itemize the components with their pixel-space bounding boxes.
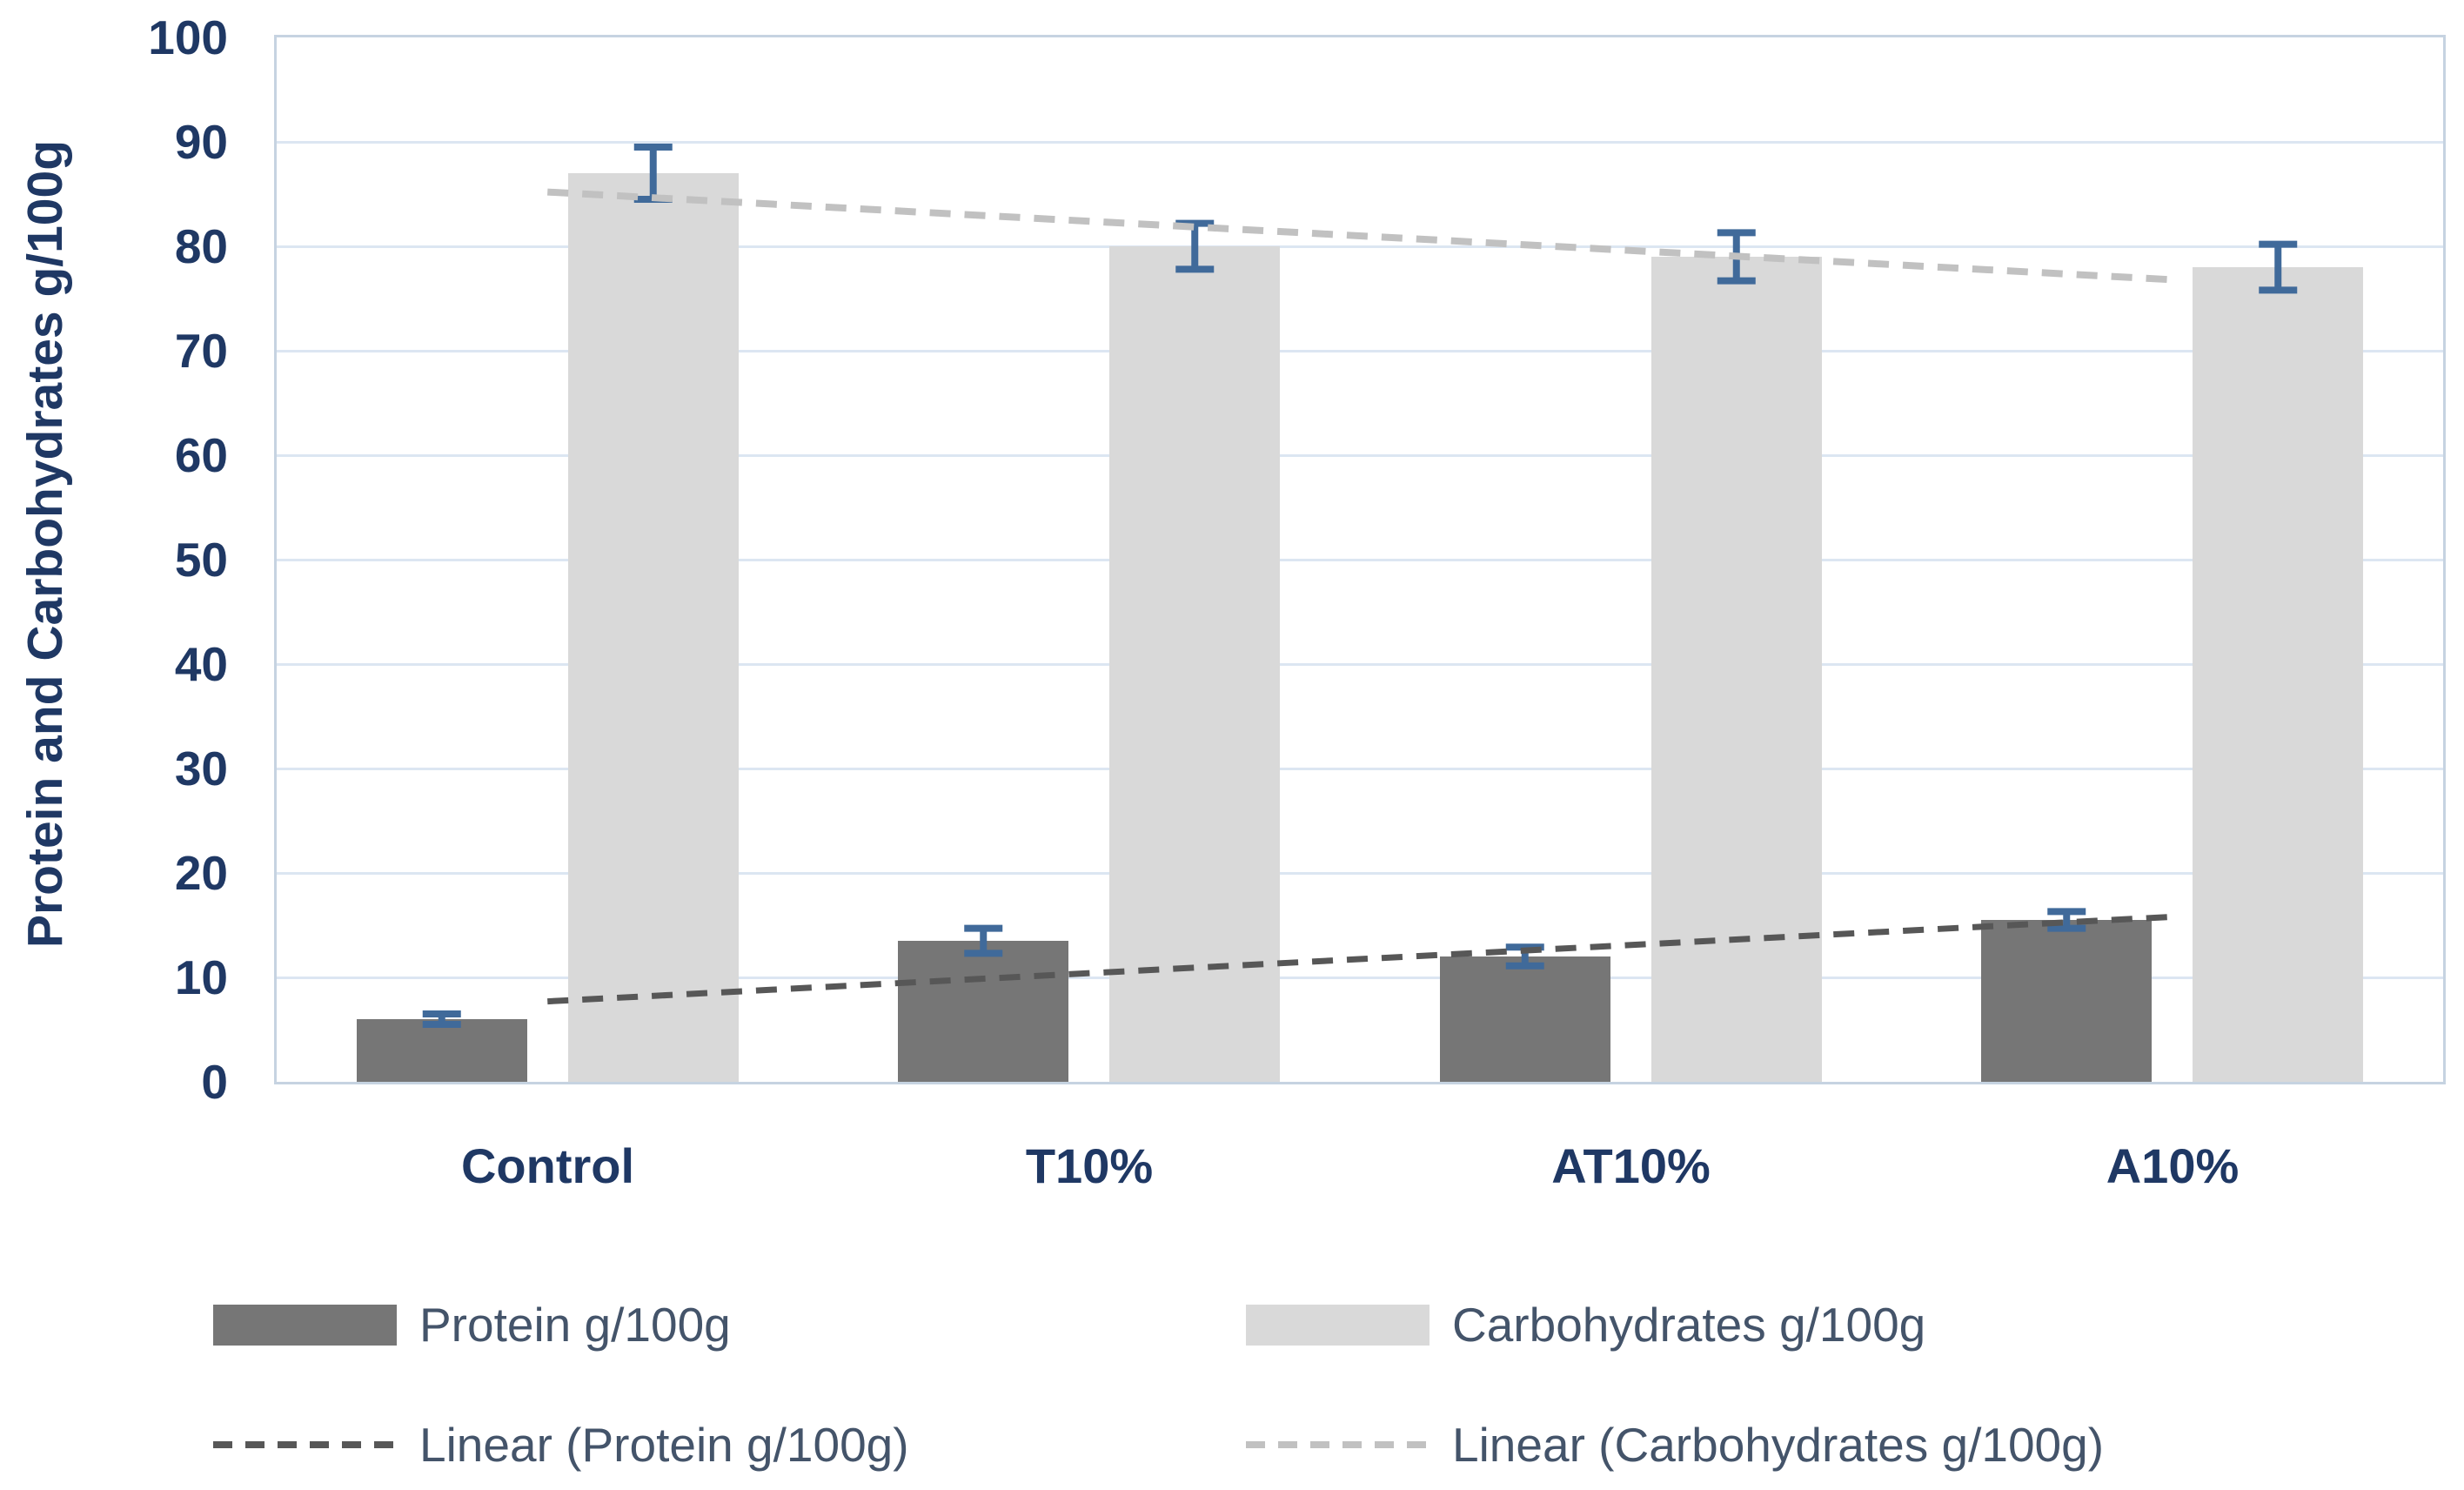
gridline-30: [277, 767, 2443, 770]
bar-carbohydrates-t10: [1109, 246, 1281, 1082]
bar-protein-control: [356, 1019, 527, 1082]
bar-protein-t10: [898, 941, 1069, 1082]
protein-swatch: [213, 1304, 397, 1346]
overlay-svg: [422, 144, 2298, 1028]
linear-protein-swatch: [213, 1441, 397, 1448]
x-label-control: Control: [460, 1138, 635, 1193]
y-tick-80: 80: [174, 219, 228, 273]
bar-carbohydrates-control: [567, 173, 739, 1082]
carbohydrates-swatch: [1246, 1304, 1430, 1346]
bar-carbohydrates-a10: [2193, 267, 2364, 1082]
y-axis-tick-labels: 0 10 20 30 40 50 60 70 80 90 100: [0, 0, 228, 1490]
gridline-20: [277, 871, 2443, 875]
y-tick-0: 0: [201, 1055, 228, 1109]
y-tick-20: 20: [174, 846, 228, 900]
y-tick-40: 40: [174, 637, 228, 691]
y-tick-90: 90: [174, 115, 228, 169]
gridline-10: [277, 976, 2443, 979]
bar-protein-a10: [1981, 920, 2153, 1082]
gridline-70: [277, 349, 2443, 352]
gridline-80: [277, 245, 2443, 248]
gridline-40: [277, 662, 2443, 666]
gridline-50: [277, 558, 2443, 561]
x-label-t10: T10%: [1025, 1138, 1154, 1193]
gridline-90: [277, 140, 2443, 144]
bar-protein-at10: [1439, 956, 1610, 1082]
y-tick-100: 100: [148, 10, 228, 64]
trendline-carbohydrates: [547, 188, 2173, 284]
gridline-60: [277, 453, 2443, 457]
y-tick-30: 30: [174, 742, 228, 795]
legend-label-carbohydrates: Carbohydrates g/100g: [1452, 1298, 1926, 1352]
legend-item-linear-protein: Linear (Protein g/100g): [213, 1418, 909, 1472]
trendline-protein: [547, 913, 2173, 1005]
x-axis-labels: Control T10% AT10% A10%: [277, 1130, 2443, 1208]
legend-label-protein: Protein g/100g: [419, 1298, 731, 1352]
y-tick-70: 70: [174, 324, 228, 378]
x-label-a10: A10%: [2106, 1138, 2240, 1193]
linear-carbohydrates-swatch: [1246, 1441, 1430, 1448]
x-label-at10: AT10%: [1551, 1138, 1711, 1193]
y-tick-60: 60: [174, 428, 228, 482]
plot-area: [274, 35, 2446, 1084]
legend-label-linear-protein: Linear (Protein g/100g): [419, 1418, 909, 1472]
legend-item-linear-carbohydrates: Linear (Carbohydrates g/100g): [1246, 1418, 2105, 1472]
legend-item-protein: Protein g/100g: [213, 1298, 731, 1352]
legend-label-linear-carbohydrates: Linear (Carbohydrates g/100g): [1452, 1418, 2105, 1472]
y-tick-10: 10: [174, 950, 228, 1004]
y-tick-50: 50: [174, 533, 228, 587]
legend-item-carbohydrates: Carbohydrates g/100g: [1246, 1298, 1926, 1352]
